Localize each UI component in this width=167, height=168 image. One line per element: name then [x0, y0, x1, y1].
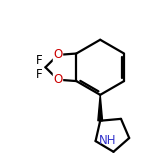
- Text: O: O: [53, 73, 63, 86]
- Polygon shape: [98, 95, 103, 121]
- Text: NH: NH: [99, 134, 117, 147]
- Text: F: F: [35, 54, 42, 67]
- Text: F: F: [35, 68, 42, 81]
- Text: O: O: [53, 48, 63, 61]
